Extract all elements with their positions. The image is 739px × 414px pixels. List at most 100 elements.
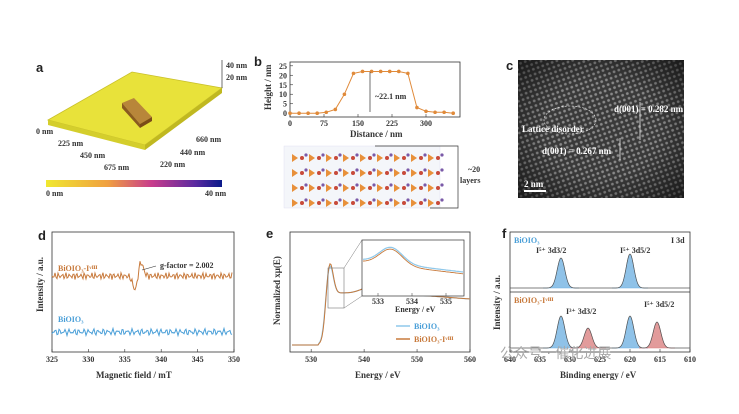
profile-xlabel: Distance / nm <box>350 129 403 139</box>
io3-unit <box>428 154 434 162</box>
oxygen-atom <box>317 156 321 160</box>
hrtem-d1: d(001) = 0.282 nm <box>614 104 684 114</box>
xps-ylabel: Intensity / a.u. <box>492 275 502 330</box>
epr-xtick: 325 <box>46 355 58 364</box>
xps-xtick: 610 <box>684 355 696 364</box>
oxygen-atom <box>402 186 406 190</box>
oxygen-atom <box>351 201 355 205</box>
xps-legend-pristine: BiOIO₃ <box>514 236 540 245</box>
profile-point <box>315 111 320 116</box>
profile-point <box>397 69 401 74</box>
epr-legend-defect: BiOIO₃-Iᵛᴵᴵᴵ <box>58 264 97 273</box>
io3-unit <box>360 184 366 192</box>
io3-unit <box>394 199 400 207</box>
io3-unit <box>377 169 383 177</box>
oxygen-atom <box>402 201 406 205</box>
oxygen-atom <box>300 156 304 160</box>
panel-e: e Normalized xμ(E) Energy / eV 530 540 550… <box>266 226 476 380</box>
oxygen-atom <box>385 156 389 160</box>
bismuth-atom <box>304 153 308 157</box>
profile-point <box>351 71 356 76</box>
xps-top-peak <box>543 257 579 289</box>
io3-unit <box>309 169 315 177</box>
io3-unit <box>394 169 400 177</box>
bismuth-atom <box>338 198 342 202</box>
io3-unit <box>326 199 332 207</box>
disorder-circle <box>543 105 597 135</box>
bismuth-atom <box>440 183 444 187</box>
oxygen-atom <box>419 156 423 160</box>
bismuth-atom <box>304 168 308 172</box>
bismuth-atom <box>406 153 410 157</box>
afm-nanosheet <box>122 98 152 128</box>
io3-unit <box>411 154 417 162</box>
oxygen-atom <box>419 201 423 205</box>
xps-corner-label: I 3d <box>671 236 685 245</box>
profile-xtick: 225 <box>386 119 398 128</box>
profile-plot <box>288 69 456 116</box>
oxygen-atom <box>317 186 321 190</box>
inset-xticks: 533 534 535 <box>372 293 452 306</box>
bismuth-atom <box>338 183 342 187</box>
afm-z-40: 40 nm <box>226 61 247 70</box>
profile-annotation: ~22.1 nm <box>375 92 407 101</box>
xanes-xlabel: Energy / eV <box>355 370 401 380</box>
xps-xtick: 640 <box>504 355 516 364</box>
colorbar-max: 40 nm <box>205 189 226 198</box>
xps-bottom-peak <box>612 315 648 349</box>
bismuth-atom <box>355 153 359 157</box>
profile-line <box>290 71 454 114</box>
xanes-xticks: 530 540 550 560 <box>305 349 476 364</box>
xps-bottom-peak <box>543 315 579 349</box>
scale-bar-label: 2 nm <box>524 179 544 189</box>
xps-xticks: 640 635 630 625 620 615 610 <box>504 349 696 364</box>
io3-unit <box>292 154 298 162</box>
epr-series-defect <box>51 261 233 291</box>
oxygen-atom <box>368 201 372 205</box>
profile-point <box>451 111 456 116</box>
xps-peak-bottom-2: I⁵⁺ 3d5/2 <box>644 300 674 309</box>
epr-xtick: 330 <box>82 355 94 364</box>
panel-a: a 40 nm 20 nm 0 nm 225 nm 450 nm 675 nm … <box>36 60 247 198</box>
io3-unit <box>292 199 298 207</box>
bismuth-atom <box>304 183 308 187</box>
xps-top-spectrum <box>510 253 690 289</box>
bismuth-atom <box>440 198 444 202</box>
bismuth-atom <box>423 183 427 187</box>
panel-c-label: c <box>506 58 513 73</box>
afm-y-220: 220 nm <box>160 160 185 169</box>
oxygen-atom <box>436 156 440 160</box>
io3-unit <box>309 184 315 192</box>
io3-unit <box>343 184 349 192</box>
afm-x-0: 0 nm <box>36 127 53 136</box>
profile-point <box>297 111 301 116</box>
io3-unit <box>343 154 349 162</box>
xps-peak-top-2: I⁵⁺ 3d5/2 <box>620 246 650 255</box>
bismuth-atom <box>423 198 427 202</box>
io3-unit <box>343 199 349 207</box>
layers-label-count: ~20 <box>468 165 480 174</box>
watermark: 公众号 · 催化进展 <box>500 346 611 362</box>
profile-xtick: 75 <box>320 119 328 128</box>
epr-series-pristine <box>51 326 233 338</box>
bismuth-atom <box>440 153 444 157</box>
profile-point <box>324 110 329 115</box>
profile-point <box>424 109 428 114</box>
epr-xtick: 335 <box>119 355 131 364</box>
oxygen-atom <box>385 186 389 190</box>
oxygen-atom <box>419 186 423 190</box>
bismuth-atom <box>389 168 393 172</box>
xps-peak-top-1: I⁵⁺ 3d3/2 <box>536 246 566 255</box>
oxygen-atom <box>368 171 372 175</box>
bismuth-atom <box>389 183 393 187</box>
xps-xtick: 620 <box>624 355 636 364</box>
io3-unit <box>326 184 332 192</box>
oxygen-atom <box>334 186 338 190</box>
epr-frame <box>51 231 235 353</box>
panel-e-label: e <box>266 226 273 241</box>
afm-y-440: 440 nm <box>180 148 205 157</box>
oxygen-atom <box>334 201 338 205</box>
bismuth-atom <box>389 153 393 157</box>
panel-a-label: a <box>36 60 44 75</box>
profile-xtick: 0 <box>288 119 292 128</box>
